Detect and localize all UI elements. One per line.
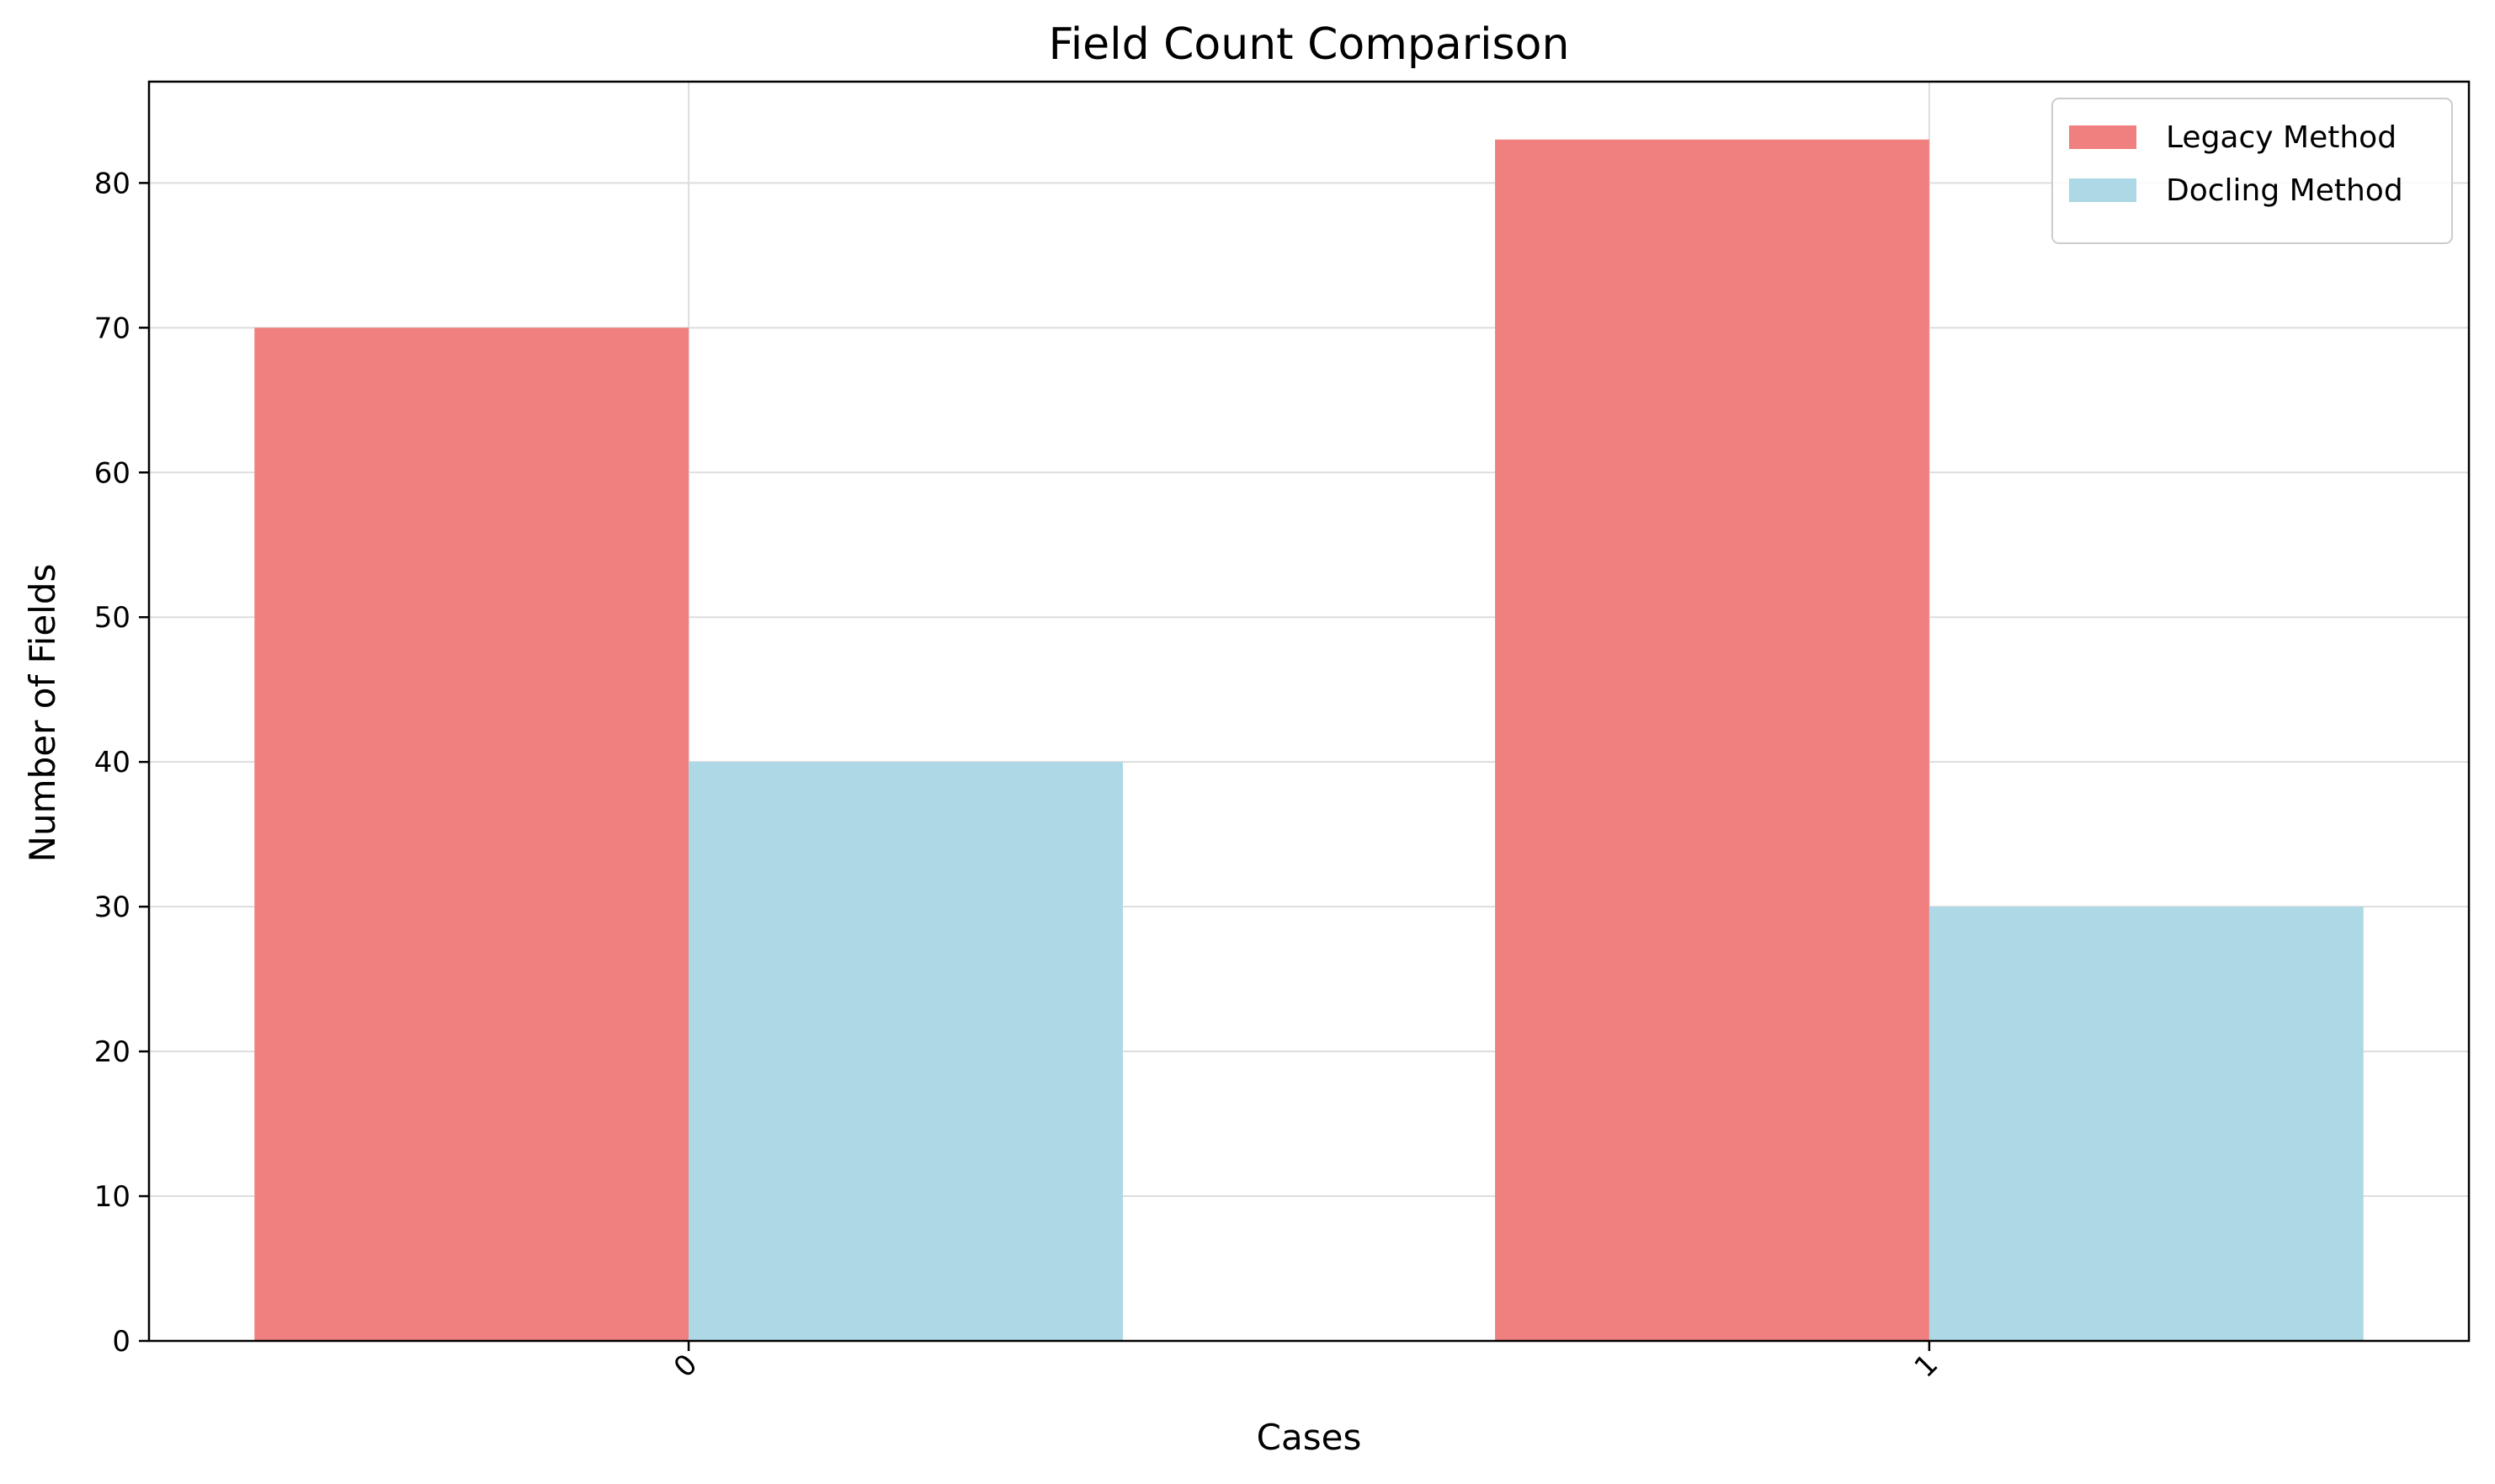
y-axis-label: Number of Fields (22, 564, 63, 863)
legend-label-legacy-method: Legacy Method (2166, 120, 2397, 155)
legend: Legacy Method Docling Method (2051, 98, 2453, 244)
bar-legacy-method-case-0 (254, 327, 689, 1342)
legend-swatch-legacy-method (2069, 125, 2136, 149)
y-tick-label: 30 (94, 891, 130, 924)
y-tick-label: 40 (94, 746, 130, 779)
bar-docling-method-case-0 (689, 762, 1123, 1341)
y-tick-label: 70 (94, 311, 130, 345)
y-tick-label: 50 (94, 601, 130, 635)
chart-title: Field Count Comparison (1049, 19, 1570, 70)
legend-box (2051, 98, 2453, 244)
plot-area-frame (147, 80, 2471, 1343)
legend-label-docling-method: Docling Method (2166, 173, 2403, 208)
y-tick-label: 60 (94, 456, 130, 490)
bars (254, 139, 2364, 1342)
y-tick-label: 10 (94, 1180, 130, 1214)
bar-legacy-method-case-1 (1495, 139, 1929, 1341)
bar-docling-method-case-1 (1928, 907, 2364, 1341)
legend-swatch-docling-method (2069, 178, 2136, 202)
x-axis-label: Cases (1257, 1417, 1362, 1458)
y-axis: 0 10 20 30 40 50 60 70 80 (94, 167, 149, 1359)
y-tick-label: 20 (94, 1035, 130, 1069)
y-tick-label: 0 (112, 1325, 130, 1359)
y-tick-label: 80 (94, 167, 130, 200)
